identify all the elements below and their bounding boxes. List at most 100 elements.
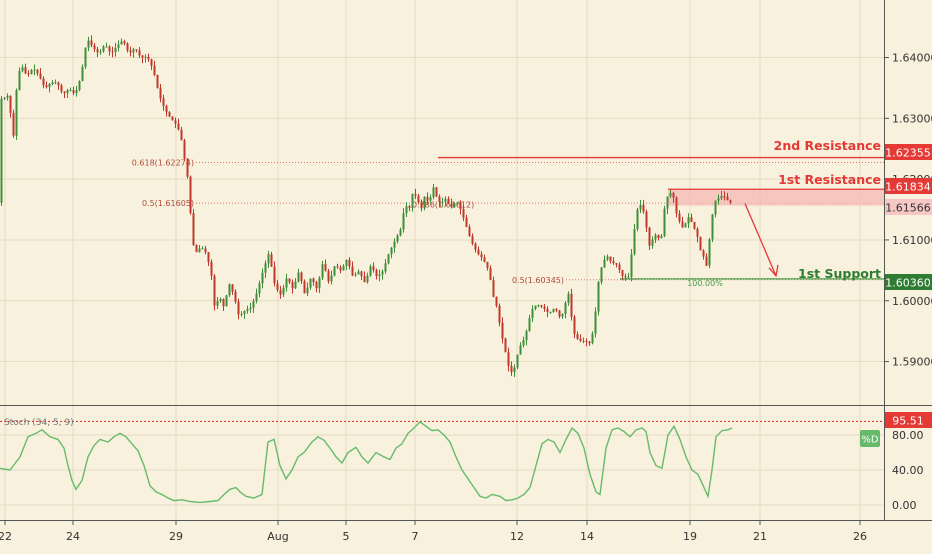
candle <box>132 47 135 58</box>
candle-body <box>54 82 57 84</box>
candle <box>165 104 168 117</box>
candle <box>204 245 207 255</box>
candle <box>327 268 330 284</box>
candle-body <box>423 196 426 209</box>
candle-body <box>390 247 393 255</box>
candle <box>711 213 714 243</box>
candle-body <box>246 309 249 311</box>
candle <box>456 201 459 206</box>
candle-body <box>642 204 645 212</box>
candle <box>426 192 429 205</box>
candle-body <box>192 213 195 246</box>
candle <box>93 42 96 53</box>
candle-body <box>441 201 444 203</box>
candle-body <box>375 269 378 277</box>
candle <box>60 83 63 94</box>
candle <box>150 58 153 71</box>
candle <box>420 199 423 212</box>
level-label-1st-resistance: 1st Resistance <box>778 172 881 187</box>
candle-body <box>699 236 702 251</box>
candle-body <box>150 59 153 66</box>
candle-body <box>633 229 636 255</box>
candle <box>147 53 150 62</box>
candle <box>54 79 57 85</box>
stochastic-panel <box>0 420 884 504</box>
candle <box>630 248 633 282</box>
candle-body <box>267 254 270 264</box>
candle <box>27 70 30 77</box>
candle <box>450 198 453 209</box>
candle <box>549 311 552 314</box>
candle <box>162 94 165 111</box>
candle <box>45 81 48 89</box>
candle-body <box>138 50 141 56</box>
candle <box>387 253 390 265</box>
candle <box>486 261 489 271</box>
candle-body <box>309 278 312 288</box>
candle <box>498 303 501 327</box>
candle-body <box>258 283 261 294</box>
price-tag-1st-resistance: 1.61834 <box>885 178 932 194</box>
candle <box>615 262 618 268</box>
candle-body <box>57 82 60 86</box>
candle <box>639 199 642 214</box>
x-tick-label: 21 <box>753 530 767 543</box>
candle <box>189 175 192 215</box>
candle-body <box>201 248 204 250</box>
candle <box>432 184 435 200</box>
candle <box>468 224 471 237</box>
candle <box>609 256 612 264</box>
fib-label: 0.786(1.61612) <box>412 201 474 210</box>
candle-body <box>342 265 345 271</box>
candle <box>183 138 186 162</box>
candle <box>144 54 147 63</box>
candle <box>63 91 66 99</box>
x-tick-label: 12 <box>510 530 524 543</box>
candle-body <box>0 98 3 203</box>
candle <box>366 272 369 284</box>
candle <box>192 208 195 246</box>
candle-body <box>240 314 243 316</box>
candle-body <box>651 239 654 246</box>
candle <box>720 190 723 201</box>
candle <box>21 64 24 73</box>
candle <box>363 271 366 283</box>
price-tag-1st-resistance-text: 1.61834 <box>885 181 931 194</box>
x-tick-label: 19 <box>683 530 697 543</box>
y-tick-label: 1.61000 <box>892 234 932 247</box>
candle-body <box>462 209 465 218</box>
candle-body <box>696 228 699 237</box>
resistance-zone-rect <box>668 189 884 206</box>
candle <box>504 337 507 353</box>
candle <box>303 279 306 294</box>
candle <box>717 194 720 205</box>
candle-body <box>522 340 525 346</box>
candle <box>177 118 180 131</box>
candle-body <box>324 264 327 271</box>
candle-body <box>489 267 492 281</box>
candle-body <box>339 267 342 271</box>
candle-body <box>687 217 690 224</box>
candle <box>15 88 18 140</box>
candle-body <box>357 271 360 275</box>
y-tick-label: 1.64000 <box>892 52 932 65</box>
candle <box>360 270 363 281</box>
candle-body <box>465 217 468 227</box>
candle-body <box>156 74 159 88</box>
candle <box>243 310 246 319</box>
candle-body <box>726 196 729 201</box>
candle-body <box>300 272 303 282</box>
candle-body <box>243 310 246 315</box>
candle <box>339 265 342 274</box>
candle-body <box>525 331 528 341</box>
candle-body <box>333 266 336 276</box>
candle-body <box>477 249 480 255</box>
candle-body <box>15 90 18 136</box>
candle-body <box>198 248 201 253</box>
arrow-head <box>768 264 779 278</box>
candle <box>663 205 666 238</box>
candle <box>90 35 93 48</box>
candle <box>561 313 564 319</box>
candle <box>672 191 675 203</box>
